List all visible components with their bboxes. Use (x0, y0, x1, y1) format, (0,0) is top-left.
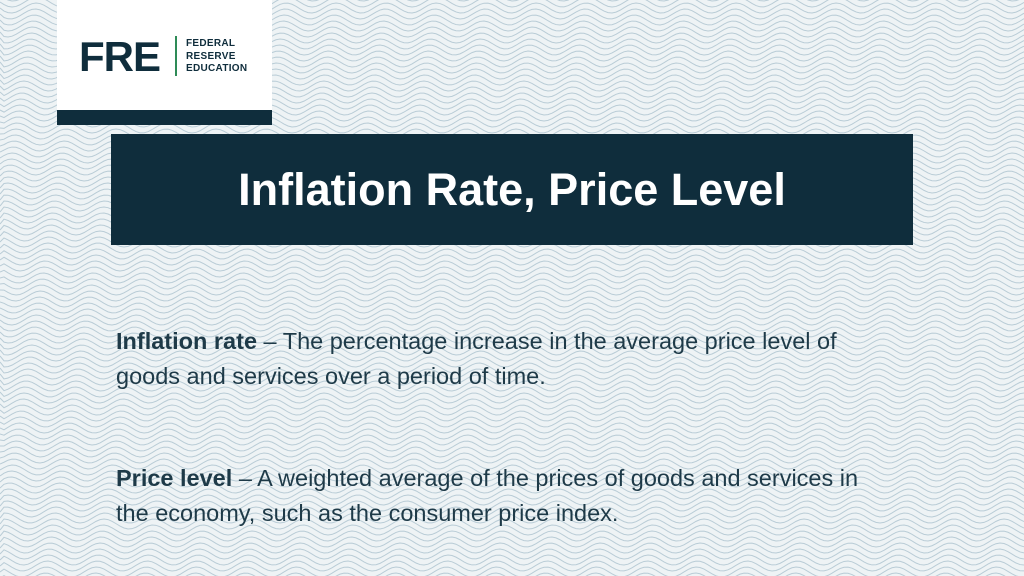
definition-term: Inflation rate (116, 327, 258, 354)
definition-text: A weighted average of the prices of good… (116, 464, 859, 526)
wave-line (0, 482, 1024, 494)
wave-line (0, 452, 1024, 464)
logo-divider (175, 36, 177, 76)
wave-line (0, 566, 1019, 576)
wave-line (0, 458, 1024, 470)
definition-inflation-rate: Inflation rate – The percentage increase… (116, 324, 876, 394)
wave-line (0, 374, 1024, 386)
wave-line (6, 0, 1020, 2)
wave-line (0, 278, 1024, 290)
logo-word: EDUCATION (186, 63, 248, 74)
wave-line (0, 260, 1024, 272)
wave-line (0, 284, 1024, 296)
wave-line (0, 344, 1024, 356)
wave-line (0, 254, 1024, 266)
title-banner: Inflation Rate, Price Level (111, 134, 913, 245)
wave-line (0, 548, 1024, 560)
definition-separator: – (232, 464, 258, 491)
wave-line (0, 422, 1024, 434)
wave-line (0, 290, 1024, 302)
wave-line (0, 272, 1024, 284)
wave-line (0, 524, 1024, 536)
logo-mark: FRE (79, 33, 161, 80)
wave-line (0, 392, 1024, 404)
wave-line (0, 404, 1024, 416)
wave-line (0, 428, 1024, 440)
wave-line (0, 464, 1024, 476)
definition-price-level: Price level – A weighted average of the … (116, 461, 876, 531)
wave-line (0, 512, 1024, 524)
wave-line (0, 296, 1024, 308)
wave-line (0, 506, 1024, 518)
wave-line (0, 362, 1024, 374)
wave-line (0, 542, 1024, 554)
wave-line (0, 536, 1024, 548)
definition-text: The percentage increase in the average p… (116, 327, 837, 389)
definition-separator: – (257, 327, 283, 354)
wave-line (0, 488, 1024, 500)
page-title: Inflation Rate, Price Level (238, 164, 786, 215)
wave-line (0, 266, 1024, 278)
wave-line (0, 494, 1024, 506)
wave-line (0, 446, 1024, 458)
wave-line (0, 434, 1024, 446)
wave-line (0, 308, 1024, 320)
wave-line (0, 338, 1024, 350)
wave-line (0, 554, 1024, 566)
logo-word: RESERVE (186, 50, 236, 62)
wave-line (0, 410, 1024, 422)
wave-line (0, 302, 1024, 314)
wave-line (0, 416, 1024, 428)
logo-underbar (57, 110, 272, 125)
definition-term: Price level (116, 464, 233, 491)
wave-line (0, 314, 1024, 326)
wave-line (0, 368, 1024, 380)
wave-line (0, 332, 1024, 344)
wave-line (0, 530, 1024, 542)
wave-line (0, 380, 1024, 392)
wave-line (0, 470, 1024, 482)
wave-line (0, 320, 1024, 332)
wave-line (0, 476, 1024, 488)
wave-line (0, 356, 1024, 368)
wave-line (2, 572, 1006, 576)
wave-line (0, 386, 1024, 398)
wave-line (0, 398, 1024, 410)
wave-line (0, 560, 1024, 572)
wave-line (0, 440, 1024, 452)
wave-line (0, 326, 1024, 338)
wave-line (0, 350, 1024, 362)
wave-line (0, 500, 1024, 512)
logo-wordmark: FEDERAL RESERVE EDUCATION (186, 38, 247, 76)
wave-line (0, 248, 1024, 260)
logo: FRE FEDERAL RESERVE EDUCATION (57, 0, 272, 110)
wave-line (0, 518, 1024, 530)
logo-word: FEDERAL (186, 38, 236, 49)
